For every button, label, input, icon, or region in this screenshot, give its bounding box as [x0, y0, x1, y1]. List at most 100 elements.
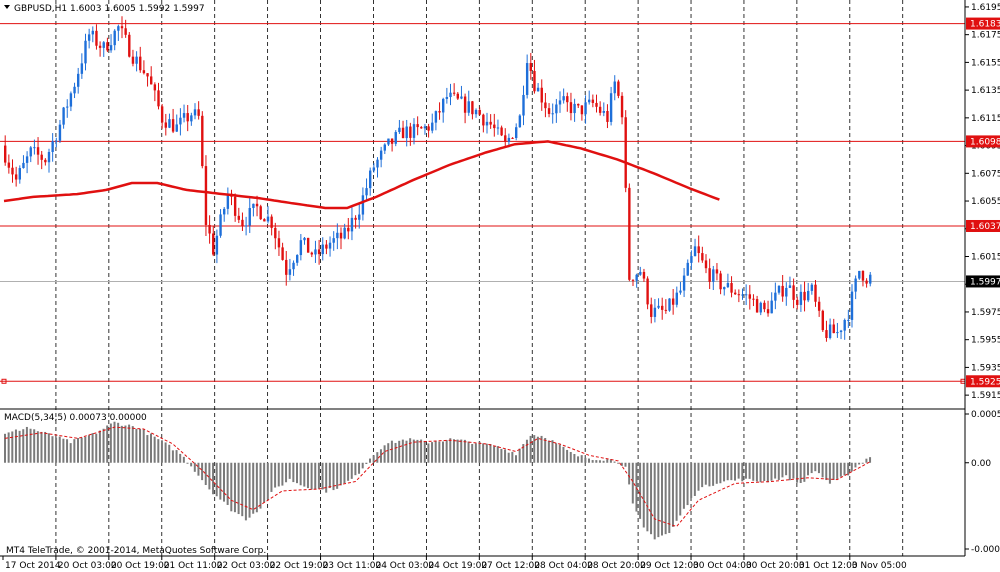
macd-bar [474, 443, 477, 463]
macd-bar [803, 462, 806, 482]
macd-bar [679, 462, 682, 516]
macd-bar [164, 442, 167, 463]
macd-bar [376, 452, 379, 463]
macd-axis-labels: 0.00052 0.00 -0.00092 [965, 410, 1000, 555]
macd-bar [69, 443, 72, 463]
bull-candle [445, 97, 449, 99]
bear-candle [339, 232, 343, 239]
macd-bar [485, 443, 488, 463]
price-tick-label: 1.6135 [971, 86, 1000, 96]
macd-bar [602, 460, 605, 463]
symbol-header: GBPUSD,H1 1.6003 1.6005 1.5992 1.5997 [14, 4, 205, 14]
level-tag-label: 1.6098 [970, 137, 1000, 147]
macd-bar [504, 449, 507, 463]
bear-candle [40, 154, 43, 160]
bear-candle [150, 76, 153, 85]
bear-candle [241, 219, 244, 227]
macd-bar [215, 462, 218, 497]
bear-candle [14, 174, 18, 180]
macd-bar [686, 462, 689, 506]
bear-candle [796, 299, 799, 305]
macd-bar [788, 462, 791, 481]
macd-bar [201, 462, 204, 481]
bear-candle [730, 283, 733, 293]
macd-bar [642, 462, 645, 528]
macd-bar [763, 462, 766, 481]
macd-bar [77, 438, 79, 463]
bull-candle [394, 132, 397, 144]
moving-average-line [3, 140, 720, 210]
macd-bar [358, 462, 361, 474]
bull-candle [248, 207, 251, 226]
macd-bar [398, 440, 401, 463]
macd-bar [124, 425, 127, 463]
bear-candle [763, 302, 766, 310]
macd-bar [799, 462, 802, 483]
bull-candle [588, 99, 591, 103]
bear-candle [577, 103, 580, 106]
macd-bar [259, 462, 262, 509]
bull-candle [55, 140, 58, 142]
macd-bar [628, 462, 631, 485]
bull-candle [613, 81, 616, 94]
time-tick-label: 23 Oct 11:00 [323, 561, 382, 571]
macd-bar [171, 450, 174, 463]
time-tick-label: 22 Oct 19:00 [270, 561, 329, 571]
macd-bar [591, 460, 594, 463]
bull-candle [744, 294, 748, 296]
macd-bar [401, 439, 404, 463]
macd-bar [500, 448, 503, 463]
bull-candle [653, 307, 657, 317]
bull-candle [113, 30, 116, 46]
bear-candle [737, 294, 741, 296]
time-tick-label: 30 Oct 04:00 [693, 561, 752, 571]
macd-bar [449, 438, 452, 463]
macd-bar [219, 462, 222, 500]
macd-bar [744, 462, 747, 479]
macd-bar [168, 444, 171, 463]
macd-bar [182, 456, 185, 463]
bear-candle [146, 73, 149, 77]
macd-bar [748, 462, 751, 479]
bear-candle [44, 159, 47, 163]
macd-bar [4, 433, 6, 463]
bull-candle [135, 56, 138, 64]
chart-menu-arrow-icon[interactable] [4, 5, 10, 9]
bull-candle [379, 150, 383, 160]
price-tick-label: 1.6155 [971, 58, 1000, 68]
bull-candle [314, 249, 317, 255]
macd-bar [792, 462, 795, 479]
bear-candle [803, 291, 806, 301]
bear-candle [456, 93, 459, 99]
macd-bar [22, 429, 25, 463]
macd-bar [277, 462, 280, 487]
macd-bar [98, 430, 101, 463]
macd-bar [566, 449, 569, 463]
macd-bar [719, 462, 722, 484]
macd-bar [427, 443, 430, 463]
macd-tick-label: 0.00052 [971, 410, 1000, 420]
bull-candle [219, 214, 222, 236]
macd-bar [241, 462, 244, 517]
macd-bar [299, 462, 302, 486]
bear-candle [661, 305, 664, 310]
bull-candle [398, 127, 401, 133]
macd-bar [80, 437, 83, 463]
macd-bar [372, 455, 375, 463]
bull-candle [584, 102, 587, 115]
bull-candle [182, 113, 186, 118]
bull-candle [431, 122, 434, 131]
macd-bar [266, 462, 269, 500]
macd-bar [438, 441, 441, 463]
macd-bar [332, 462, 335, 491]
bear-candle [631, 279, 635, 281]
macd-bar [606, 459, 609, 463]
level-tags: 1.6183 1.6098 1.6037 1.5925 1.5997 [966, 17, 1000, 388]
macd-bar [701, 462, 704, 488]
macd-bar [759, 462, 762, 483]
bull-candle [507, 137, 511, 142]
macd-bar [828, 462, 831, 484]
macd-bar [726, 462, 729, 481]
bear-candle [825, 330, 828, 338]
